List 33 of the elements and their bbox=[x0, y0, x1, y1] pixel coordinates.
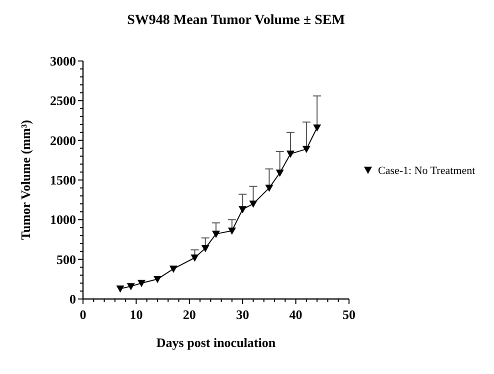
point bbox=[302, 146, 310, 154]
y-tick-label: 3000 bbox=[50, 54, 76, 69]
y-axis-title: Tumor Volume (mm³) bbox=[18, 120, 33, 240]
point bbox=[190, 254, 199, 262]
x-tick-label: 0 bbox=[80, 307, 86, 322]
point bbox=[116, 285, 124, 293]
point bbox=[153, 276, 162, 284]
x-tick-label: 10 bbox=[130, 307, 143, 322]
y-tick-label: 500 bbox=[56, 252, 76, 267]
point bbox=[238, 206, 247, 214]
point bbox=[286, 150, 294, 158]
point bbox=[126, 283, 135, 290]
x-axis-title: Days post inoculation bbox=[156, 335, 276, 350]
x-tick-label: 30 bbox=[236, 307, 250, 322]
point bbox=[201, 245, 210, 252]
point bbox=[169, 266, 178, 273]
y-tick-label: 0 bbox=[70, 292, 76, 307]
y-tick-label: 2000 bbox=[50, 132, 76, 148]
point bbox=[212, 230, 220, 238]
point bbox=[276, 170, 284, 177]
legend-label: Case-1: No Treatment bbox=[378, 164, 476, 177]
point bbox=[228, 228, 236, 235]
chart-title: SW948 Mean Tumor Volume ± SEM bbox=[127, 13, 345, 28]
x-tick-label: 50 bbox=[342, 307, 356, 322]
x-tick-label: 40 bbox=[289, 307, 302, 322]
point bbox=[313, 124, 322, 132]
point bbox=[265, 184, 274, 192]
y-tick-label: 1500 bbox=[50, 172, 76, 188]
point bbox=[138, 280, 146, 288]
point bbox=[249, 200, 258, 208]
x-tick-label: 20 bbox=[182, 307, 196, 322]
y-tick-label: 1000 bbox=[50, 212, 76, 228]
y-tick-label: 2500 bbox=[50, 93, 76, 108]
